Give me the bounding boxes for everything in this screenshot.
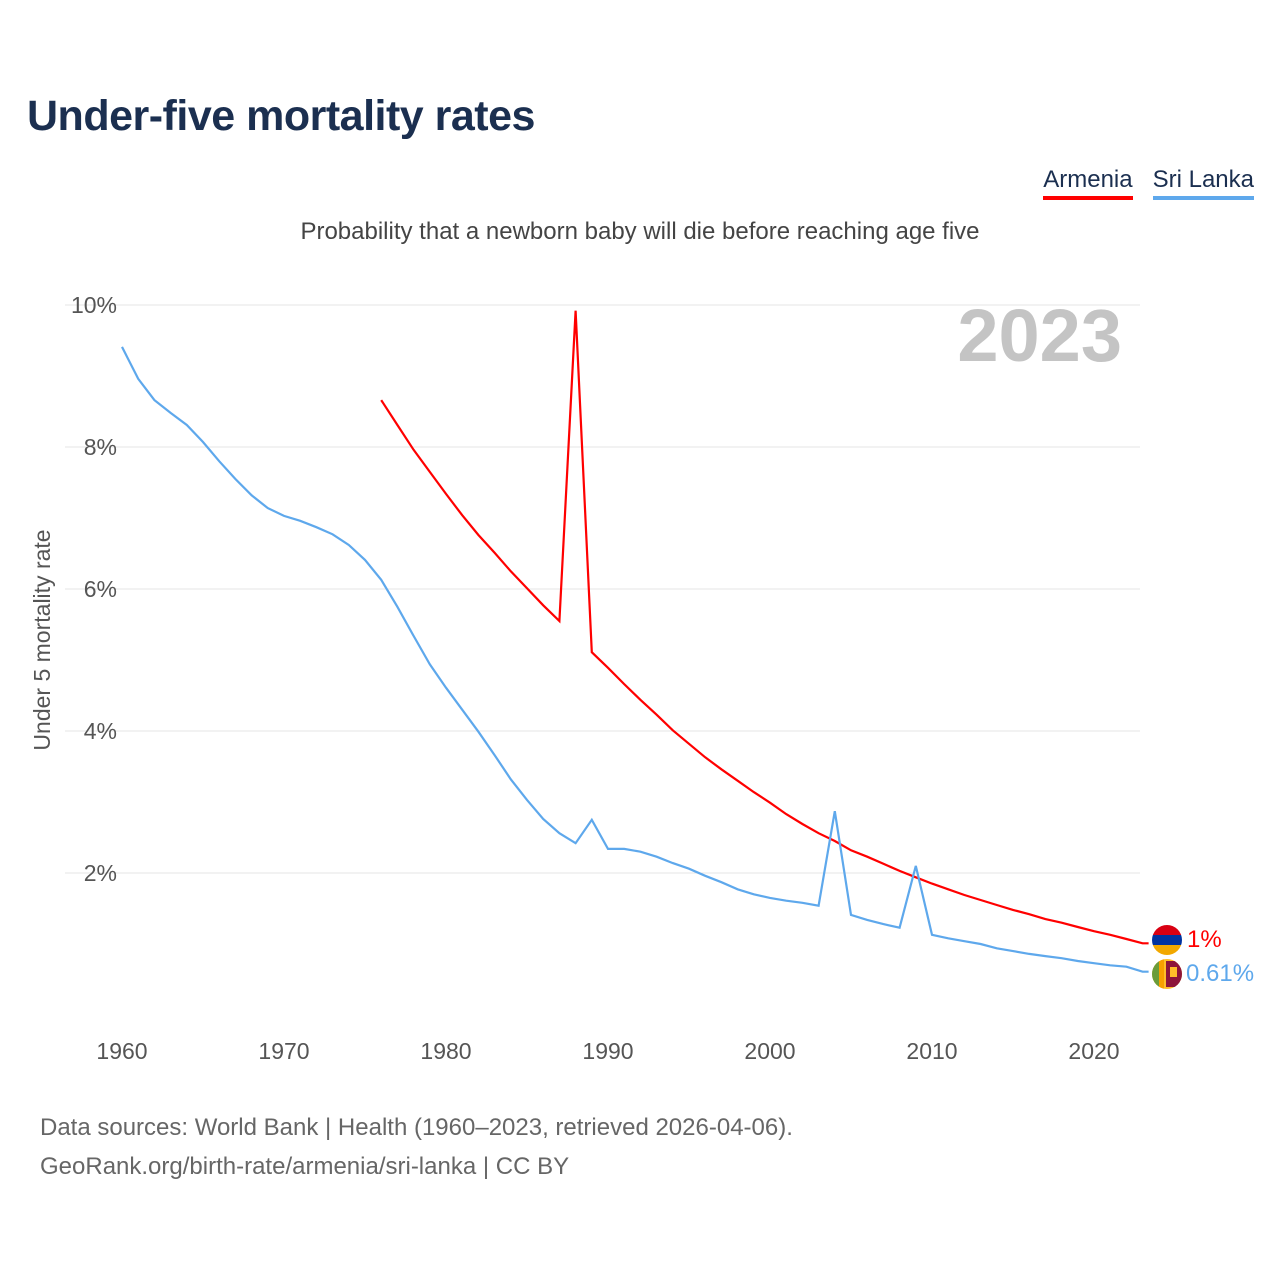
y-tick-label: 6%: [84, 576, 117, 602]
series-line-sri-lanka[interactable]: [121, 346, 1149, 973]
x-tick-label: 2000: [744, 1038, 795, 1064]
source-line-2[interactable]: GeoRank.org/birth-rate/armenia/sri-lanka…: [40, 1153, 570, 1180]
x-tick-label: 2010: [906, 1038, 957, 1064]
sri-lanka-flag-icon: [1152, 959, 1182, 989]
year-overlay: 2023: [957, 294, 1122, 377]
legend-armenia[interactable]: Armenia: [1043, 166, 1133, 200]
chart-title: Under-five mortality rates: [27, 92, 535, 140]
x-tick-label: 1960: [96, 1038, 147, 1064]
x-tick-label: 1980: [420, 1038, 471, 1064]
series-line-armenia[interactable]: [380, 310, 1149, 945]
source-note: Data sources: World Bank | Health (1960–…: [40, 1108, 793, 1186]
x-tick-label: 2020: [1068, 1038, 1119, 1064]
y-tick-label: 10%: [71, 292, 117, 318]
sri-lanka-end-label: 0.61%: [1186, 960, 1254, 987]
chart-subtitle: Probability that a newborn baby will die…: [300, 218, 980, 245]
y-tick-label: 8%: [84, 434, 117, 460]
legend: Armenia Sri Lanka: [1043, 166, 1254, 200]
armenia-flag-icon: [1152, 925, 1182, 955]
x-tick-label: 1970: [258, 1038, 309, 1064]
source-line-1: Data sources: World Bank | Health (1960–…: [40, 1114, 793, 1141]
armenia-end-label: 1%: [1187, 926, 1222, 953]
y-tick-label: 4%: [84, 718, 117, 744]
y-tick-label: 2%: [84, 860, 117, 886]
x-tick-label: 1990: [582, 1038, 633, 1064]
y-axis-title: Under 5 mortality rate: [29, 529, 55, 750]
legend-sri-lanka[interactable]: Sri Lanka: [1152, 166, 1254, 200]
